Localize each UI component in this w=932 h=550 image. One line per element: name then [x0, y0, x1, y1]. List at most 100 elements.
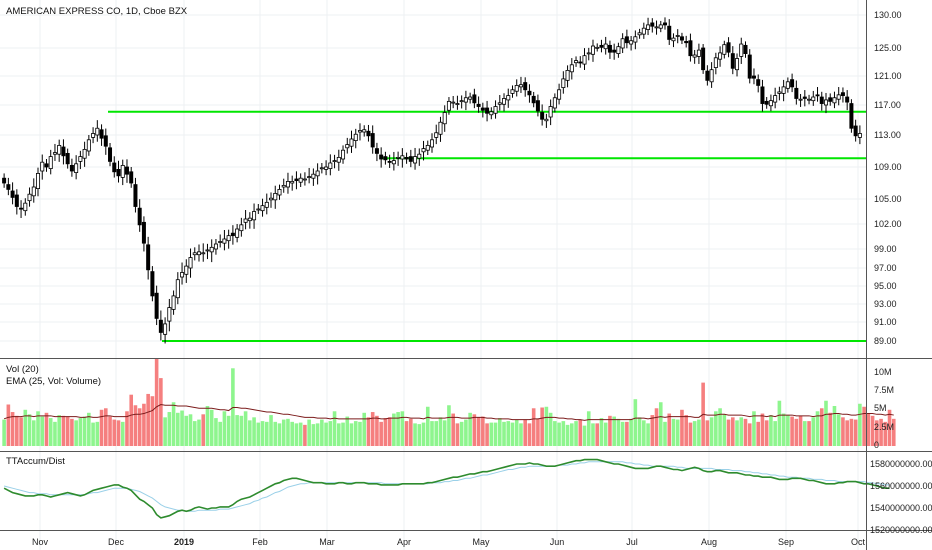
- candle-body: [40, 161, 45, 172]
- candle-body: [196, 251, 201, 256]
- price-tick-label: 121.00: [874, 71, 902, 81]
- volume-bar: [209, 409, 214, 446]
- candle-body: [95, 127, 100, 136]
- candle-body: [226, 235, 231, 242]
- volume-bar: [819, 408, 824, 446]
- volume-bar: [536, 418, 540, 446]
- volume-bar: [48, 418, 53, 446]
- candle-body: [370, 133, 375, 148]
- candle-body: [171, 295, 176, 310]
- candle-body: [319, 167, 324, 170]
- candle-body: [451, 101, 456, 104]
- volume-bar: [425, 406, 430, 446]
- candle-body: [840, 92, 845, 96]
- volume-bar: [705, 420, 710, 446]
- volume-bar: [197, 419, 201, 446]
- candle-body: [590, 45, 595, 55]
- price-tick-label: 113.00: [874, 130, 901, 140]
- candle-body: [480, 107, 485, 111]
- candle-body: [561, 78, 566, 89]
- candle-body: [798, 98, 803, 101]
- candle-body: [146, 244, 151, 271]
- candle-body: [302, 178, 307, 181]
- price-tick-label: 109.00: [874, 162, 902, 172]
- volume-bar: [476, 417, 481, 446]
- volume-bar: [870, 415, 875, 446]
- volume-bar: [23, 409, 28, 446]
- volume-bar: [294, 423, 299, 446]
- candle-body: [735, 58, 740, 71]
- candle-body: [285, 180, 290, 188]
- accum-tick-label: 1520000000.00: [870, 525, 932, 535]
- candle-body: [743, 44, 748, 55]
- candle-body: [341, 149, 346, 160]
- volume-bar: [31, 420, 36, 446]
- volume-bar: [281, 419, 286, 446]
- candle-body: [823, 99, 828, 106]
- candle-body: [103, 135, 108, 147]
- volume-bar: [243, 411, 248, 446]
- volume-bar: [815, 411, 820, 446]
- volume-bar: [570, 423, 574, 446]
- volume-bar: [722, 414, 727, 446]
- volume-bar: [10, 412, 15, 446]
- candle-body: [582, 55, 587, 65]
- candle-body: [709, 69, 714, 83]
- candle-body: [595, 46, 600, 49]
- candle-body: [332, 160, 337, 163]
- price-tick-label: 117.00: [874, 100, 901, 110]
- volume-bar: [336, 423, 341, 446]
- volume-bar: [53, 421, 57, 446]
- volume-bar: [260, 421, 265, 446]
- volume-bar: [421, 422, 426, 446]
- volume-bar: [27, 414, 32, 446]
- volume-bar: [760, 413, 765, 446]
- candle-body: [540, 112, 545, 120]
- volume-bar: [790, 416, 794, 446]
- volume-bar: [688, 422, 693, 446]
- volume-bar: [269, 415, 273, 446]
- volume-ema-line: [3, 403, 894, 421]
- candle-body: [277, 188, 282, 196]
- candle-body: [362, 129, 367, 133]
- volume-bar: [764, 420, 769, 446]
- candle-body: [578, 61, 583, 64]
- candle-body: [281, 184, 286, 188]
- volume-bar: [891, 418, 896, 446]
- volume-bar: [514, 419, 519, 446]
- candle-body: [158, 319, 163, 333]
- volume-bar: [6, 404, 11, 446]
- candle-body: [722, 44, 727, 55]
- volume-bar: [167, 412, 172, 446]
- candle-body: [209, 246, 214, 253]
- volume-bar: [519, 423, 523, 446]
- candle-body: [845, 96, 850, 103]
- volume-bar: [866, 413, 871, 446]
- candle-body: [298, 177, 303, 183]
- candle-body: [599, 44, 604, 48]
- volume-bar: [836, 414, 841, 446]
- volume-ema-title: EMA (25, Vol: Volume): [6, 376, 101, 387]
- volume-bar: [527, 423, 532, 446]
- candle-body: [730, 53, 735, 69]
- volume-bar: [464, 419, 468, 446]
- volume-bar: [146, 393, 150, 446]
- volume-bar: [451, 413, 455, 446]
- volume-bar: [103, 408, 108, 446]
- volume-bar: [184, 415, 189, 446]
- volume-bar: [324, 422, 328, 446]
- volume-bar: [675, 419, 680, 446]
- volume-bar: [248, 420, 252, 446]
- candle-body: [353, 133, 358, 141]
- volume-bar: [803, 421, 807, 446]
- volume-tick-label: 2.5M: [874, 422, 894, 432]
- candle-body: [692, 54, 697, 58]
- volume-bar: [15, 415, 19, 446]
- candle-body: [502, 98, 507, 105]
- volume-bar: [447, 405, 451, 446]
- x-tick-label: Apr: [397, 537, 411, 547]
- volume-bar: [286, 418, 290, 446]
- candle-body: [489, 111, 494, 116]
- volume-bar: [252, 417, 256, 446]
- volume-bar: [417, 424, 422, 446]
